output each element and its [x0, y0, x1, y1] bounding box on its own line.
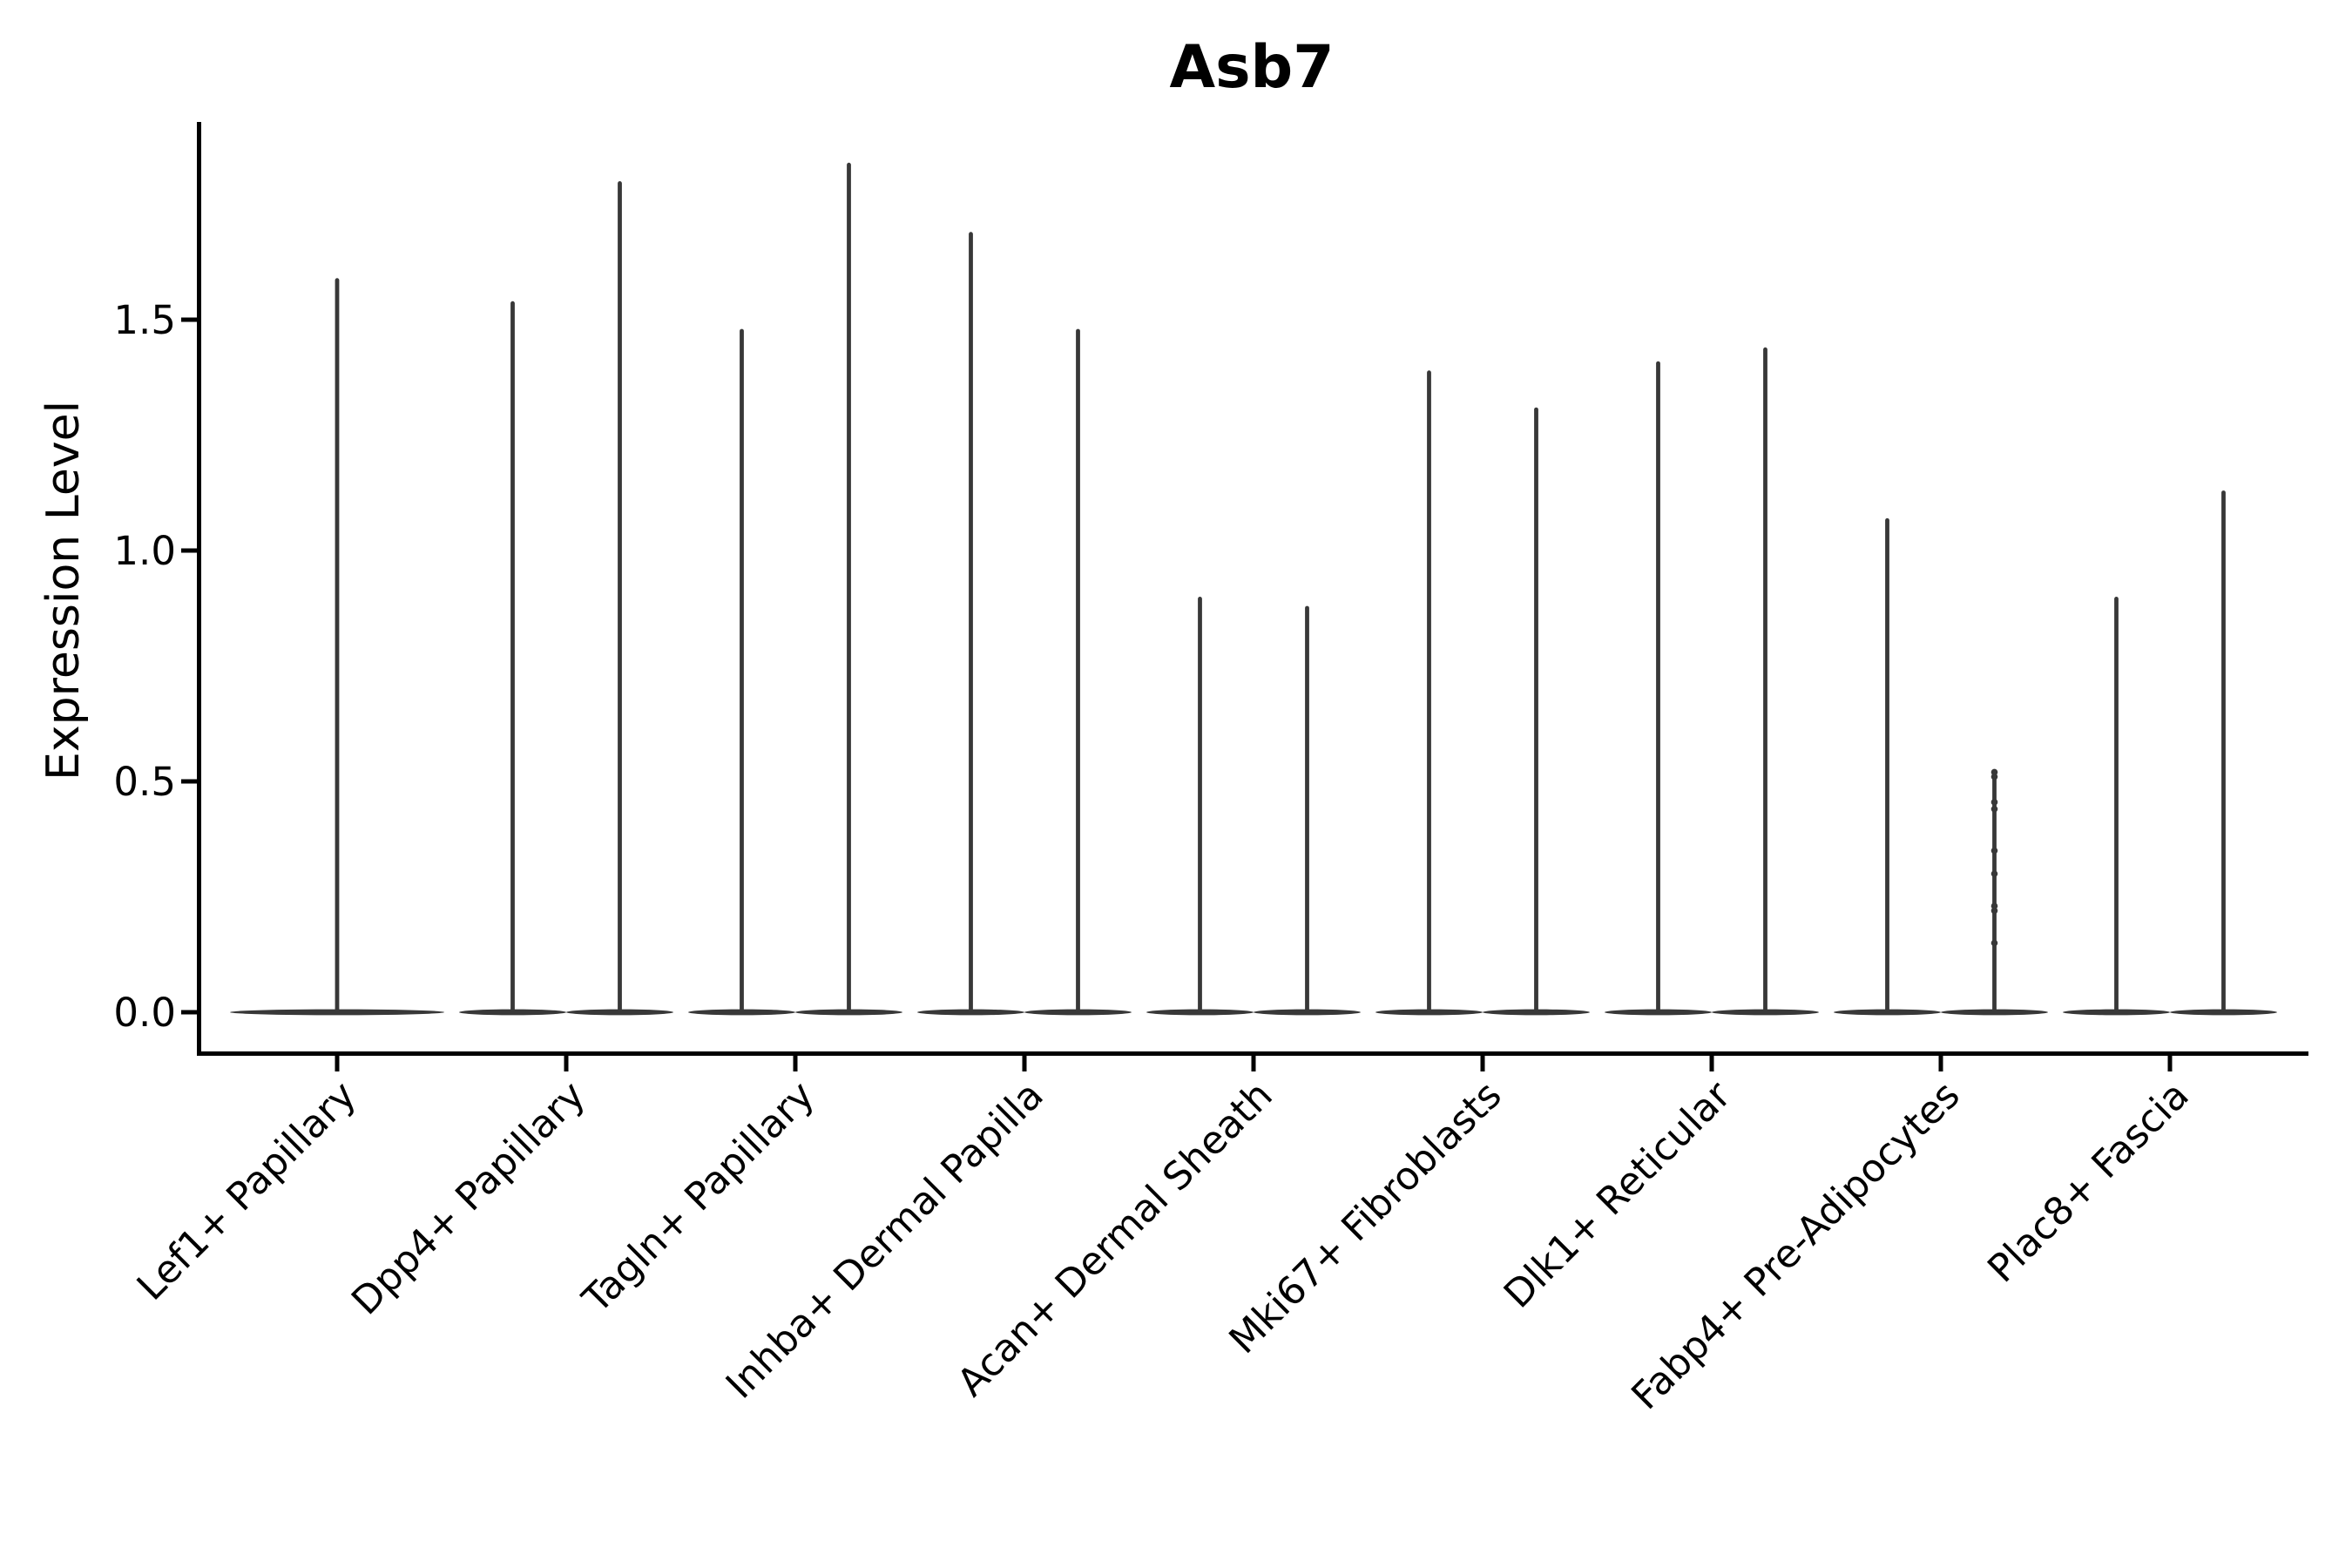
jitter-point: [1990, 806, 1998, 813]
y-tick-label: 0.0: [113, 990, 176, 1036]
jitter-point: [1990, 870, 1998, 877]
jitter-point: [1990, 768, 1998, 776]
violin-spike: [969, 232, 973, 1015]
violin-spike: [1885, 517, 1889, 1015]
x-tick-label: Lef1+ Papillary: [129, 1073, 365, 1309]
jitter-point: [1990, 799, 1998, 806]
violin-spike: [847, 162, 851, 1016]
violin-spike: [335, 278, 340, 1015]
y-tick-label: 0.5: [113, 759, 176, 805]
jitter-point: [1990, 847, 1998, 855]
violin-spike: [2221, 490, 2226, 1015]
jitter-point: [1990, 939, 1998, 947]
violin-spike: [1305, 605, 1309, 1015]
y-tick-label: 1.0: [113, 528, 176, 574]
violin-spike: [1076, 328, 1080, 1016]
violin-spike: [1763, 347, 1767, 1015]
chart-title: Asb7: [1169, 33, 1334, 102]
violin-spike: [510, 301, 515, 1015]
violin-spike: [1992, 772, 1997, 1015]
y-axis-label: Expression Level: [37, 401, 90, 781]
jitter-point: [1990, 773, 1998, 781]
jitter-point: [1990, 907, 1998, 915]
violin-spike: [618, 181, 622, 1015]
jitter-point: [1990, 902, 1998, 909]
violin-spike: [1427, 370, 1431, 1015]
y-tick-label: 1.5: [113, 297, 176, 343]
x-tick-label: Dlk1+ Reticular: [1496, 1072, 1740, 1317]
violin-spike: [740, 328, 744, 1016]
violin-spike: [1534, 407, 1538, 1015]
x-tick-label: Plac8+ Fascia: [1979, 1073, 2198, 1292]
violin-spike: [2114, 597, 2119, 1015]
violin-spike: [1198, 597, 1202, 1015]
x-tick-label: Tagln+ Papillary: [574, 1073, 823, 1322]
x-tick-label: Dpp4+ Papillary: [343, 1073, 594, 1324]
violin-spike: [1656, 361, 1660, 1015]
